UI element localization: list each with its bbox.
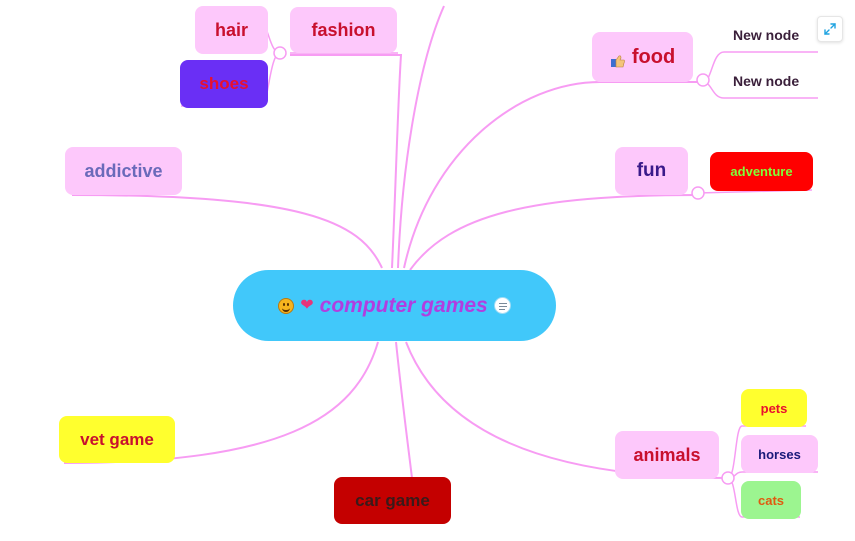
- node-hair[interactable]: hair: [195, 6, 268, 54]
- central-topic-label: computer games: [319, 293, 488, 317]
- smiley-icon: [278, 297, 295, 314]
- node-adventure[interactable]: adventure: [710, 152, 813, 191]
- node-food[interactable]: food: [592, 32, 693, 82]
- node-horses[interactable]: horses: [741, 435, 818, 473]
- node-cats-label: cats: [757, 492, 785, 508]
- connector-fashion: [290, 54, 403, 269]
- node-addictive-label: addictive: [84, 160, 163, 181]
- expand-button[interactable]: [817, 16, 843, 42]
- node-addictive[interactable]: addictive: [65, 147, 182, 195]
- node-cats[interactable]: cats: [741, 481, 801, 519]
- node-fashion[interactable]: fashion: [290, 7, 397, 53]
- expand-icon: [824, 23, 836, 35]
- heart-icon: ❤: [300, 296, 314, 314]
- connector-car-game: [395, 341, 413, 479]
- collapse-toggle-food: [696, 73, 710, 87]
- node-food-child-1-label: New node: [733, 27, 800, 43]
- node-pets[interactable]: pets: [741, 389, 807, 427]
- node-adventure-label: adventure: [730, 164, 793, 179]
- note-icon[interactable]: [493, 297, 511, 314]
- node-car-game[interactable]: car game: [334, 477, 451, 524]
- node-animals-label: animals: [633, 444, 701, 465]
- node-fashion-label: fashion: [311, 19, 376, 40]
- node-vet-game[interactable]: vet game: [59, 416, 175, 463]
- connector-food: [403, 81, 703, 269]
- thumbs-up-icon: [610, 51, 626, 67]
- collapse-toggle-fashion: [273, 46, 287, 60]
- node-food-child-1[interactable]: New node: [733, 27, 799, 43]
- collapse-toggle-fun: [691, 186, 705, 200]
- node-food-child-2[interactable]: New node: [733, 73, 799, 89]
- node-pets-label: pets: [760, 400, 788, 416]
- connector-top-offscreen: [397, 5, 445, 269]
- node-hair-label: hair: [214, 19, 248, 40]
- node-animals[interactable]: animals: [615, 431, 719, 479]
- node-fun-label: fun: [636, 160, 667, 181]
- connector-fun: [409, 194, 699, 271]
- central-topic[interactable]: ❤ computer games: [233, 270, 556, 341]
- node-horses-label: horses: [758, 446, 801, 462]
- node-car-game-label: car game: [355, 490, 430, 510]
- node-food-child-2-label: New node: [733, 73, 800, 89]
- node-food-label: food: [631, 45, 676, 68]
- node-vet-game-label: vet game: [80, 429, 154, 449]
- connector-addictive: [71, 194, 383, 269]
- node-shoes[interactable]: shoes: [180, 60, 268, 108]
- node-shoes-label: shoes: [199, 74, 249, 93]
- node-fun[interactable]: fun: [615, 147, 688, 195]
- collapse-toggle-animals: [721, 471, 735, 485]
